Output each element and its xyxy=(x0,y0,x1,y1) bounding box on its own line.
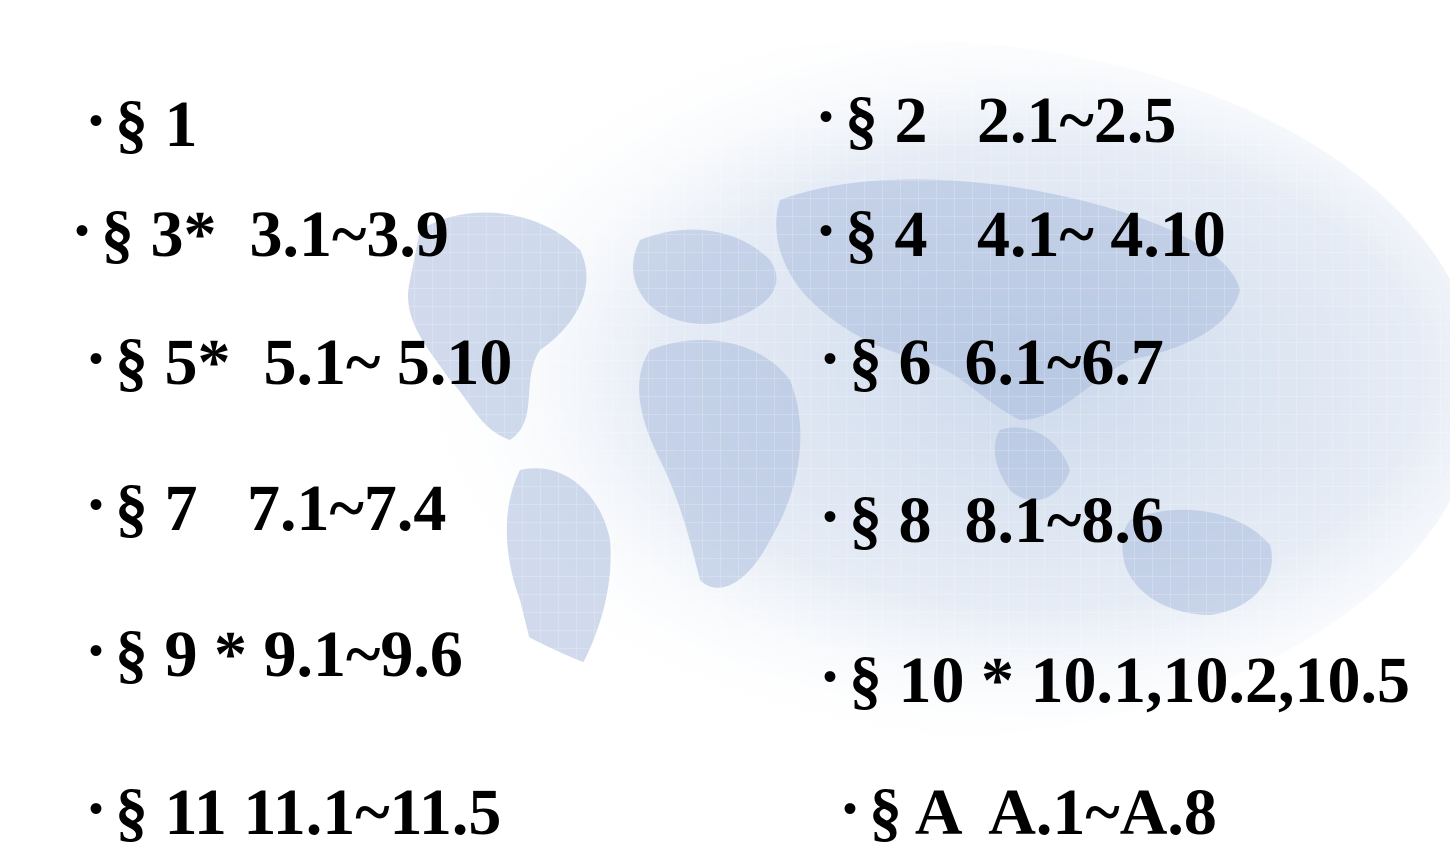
list-item-section-9: • § 9 * 9.1~9.6 xyxy=(44,556,463,688)
list-item-section-6: • § 6 6.1~6.7 xyxy=(778,264,1164,396)
list-item-text: § 5* 5.1~ 5.10 xyxy=(115,326,513,399)
bullet-icon: • xyxy=(88,786,103,831)
list-item-text: § 7 7.1~7.4 xyxy=(115,472,447,545)
list-item-section-7: • § 7 7.1~7.4 xyxy=(44,410,446,542)
bullet-icon: • xyxy=(822,654,837,699)
list-item-section-a: • § A A.1~A.8 xyxy=(798,714,1217,846)
bullet-icon: • xyxy=(88,628,103,673)
bullet-icon: • xyxy=(818,94,833,139)
list-item-text: § 4 4.1~ 4.10 xyxy=(845,198,1226,271)
list-item-section-11: • § 11 11.1~11.5 xyxy=(44,714,501,846)
bullet-icon: • xyxy=(74,208,89,253)
bullet-icon: • xyxy=(842,786,857,831)
list-item-section-10: • § 10 * 10.1,10.2,10.5 xyxy=(778,582,1410,714)
list-item-section-4: • § 4 4.1~ 4.10 xyxy=(774,136,1226,268)
list-item-text: § 11 11.1~11.5 xyxy=(115,776,502,849)
list-item-text: § 3* 3.1~3.9 xyxy=(101,198,449,271)
list-item-text: § 1 xyxy=(115,88,198,161)
list-item-section-8: • § 8 8.1~8.6 xyxy=(778,422,1164,554)
world-map-background xyxy=(320,40,1450,740)
list-item-text: § 10 * 10.1,10.2,10.5 xyxy=(849,644,1410,717)
bullet-icon: • xyxy=(822,494,837,539)
list-item-text: § 2 2.1~2.5 xyxy=(845,84,1177,157)
list-item-text: § 8 8.1~8.6 xyxy=(849,484,1164,557)
bullet-icon: • xyxy=(88,336,103,381)
bullet-icon: • xyxy=(818,208,833,253)
bullet-icon: • xyxy=(88,98,103,143)
list-item-text: § A A.1~A.8 xyxy=(869,776,1217,849)
list-item-section-5: • § 5* 5.1~ 5.10 xyxy=(44,264,512,396)
list-item-section-3: • § 3* 3.1~3.9 xyxy=(30,136,449,268)
bullet-icon: • xyxy=(822,336,837,381)
list-item-text: § 6 6.1~6.7 xyxy=(849,326,1164,399)
list-item-section-2: • § 2 2.1~2.5 xyxy=(774,22,1176,154)
list-item-text: § 9 * 9.1~9.6 xyxy=(115,618,463,691)
list-item-section-1: • § 1 xyxy=(44,26,198,158)
bullet-icon: • xyxy=(88,482,103,527)
